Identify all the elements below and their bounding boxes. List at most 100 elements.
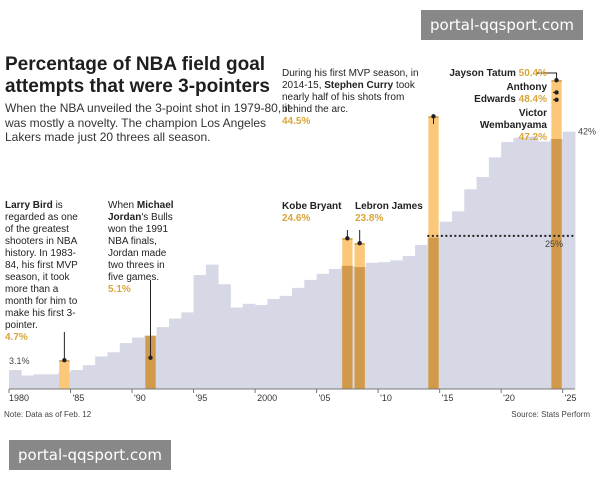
bar-1982: [33, 374, 47, 389]
highlight-bar-lower-2007: [342, 265, 353, 389]
bar-1980: [9, 370, 22, 389]
bar-1983: [45, 374, 59, 389]
annotation-jordan-text: 's Bulls won the 1991 NBA finals, Jordan…: [108, 212, 173, 283]
bar-2023: [538, 141, 551, 389]
chart-source: Source: Stats Perform: [511, 410, 590, 419]
bar-1996: [205, 264, 219, 389]
annotation-lebron-name: Lebron James: [355, 201, 423, 212]
highlight-bar-lower-1991: [145, 335, 156, 389]
bar-1990: [132, 337, 145, 389]
bar-2021: [513, 137, 527, 389]
bar-1998: [230, 307, 244, 389]
x-tick-label-2000: 2000: [257, 393, 277, 403]
start-value-label: 3.1%: [9, 356, 30, 366]
reference-label-25: 25%: [545, 239, 563, 249]
chart-note: Note: Data as of Feb. 12: [4, 410, 92, 419]
x-tick-label-2020: '20: [503, 393, 515, 403]
annotation-curry-name: Stephen Curry: [324, 80, 394, 91]
bar-2000: [255, 305, 268, 389]
leader-dot-wemby: [554, 97, 559, 102]
annotation-curry-pre: During his first MVP season, in 2014-15,: [282, 68, 419, 91]
annotation-lebron: Lebron James 23.8%: [355, 201, 425, 225]
annotation-lebron-value: 23.8%: [355, 213, 384, 224]
bar-1997: [218, 284, 231, 389]
annotation-bird-text: is regarded as one of the greatest shoot…: [5, 200, 78, 331]
bar-2004: [304, 279, 318, 389]
annotation-bird: Larry Bird is regarded as one of the gre…: [5, 200, 85, 344]
leader-dot-kobe: [345, 236, 350, 241]
highlight-bar-lower-2014: [428, 237, 439, 389]
annotation-jordan: When Michael Jordan's Bulls won the 1991…: [108, 200, 180, 296]
annotation-tatum-name: Jayson Tatum: [449, 68, 516, 79]
annotation-edwards-value: 48.4%: [518, 94, 547, 105]
chart-title: Percentage of NBA field goal attempts th…: [5, 54, 270, 97]
annotation-wemby-name1: Victor: [518, 108, 547, 119]
bar-2013: [415, 245, 428, 389]
bar-1992: [156, 327, 170, 389]
bar-2018: [476, 176, 490, 389]
leader-dot-jordan: [148, 355, 153, 360]
annotation-tatum: Jayson Tatum 50.4%: [449, 68, 547, 80]
x-tick-label-1995: '95: [196, 393, 208, 403]
x-tick-label-2010: '10: [380, 393, 392, 403]
bar-1989: [119, 343, 133, 389]
highlight-bar-1984: [59, 360, 70, 389]
annotation-wemby: Victor Wembanyama 47.2%: [480, 108, 547, 144]
bar-1999: [242, 303, 256, 389]
annotation-jordan-name: Michael Jordan: [108, 200, 174, 223]
highlight-bar-lower-2024: [551, 139, 562, 389]
annotation-kobe: Kobe Bryant 24.6%: [282, 201, 350, 225]
bar-2020: [501, 142, 514, 389]
leader-dot-lebron: [357, 240, 362, 246]
highlight-bar-lower-2008: [354, 267, 365, 389]
x-tick-label-1985: '85: [73, 393, 85, 403]
annotation-curry: During his first MVP season, in 2014-15,…: [282, 68, 420, 128]
bar-1986: [82, 365, 96, 389]
bar-2022: [525, 136, 539, 389]
bar-2010: [378, 262, 391, 389]
annotation-tatum-value: 50.4%: [518, 68, 547, 79]
bar-2011: [390, 260, 404, 389]
leader-dot-bird: [62, 358, 67, 363]
bar-2003: [292, 287, 305, 389]
bar-2012: [402, 256, 416, 389]
annotation-bird-name: Larry Bird: [5, 200, 53, 211]
annotation-kobe-value: 24.6%: [282, 213, 311, 224]
bar-2017: [464, 189, 477, 389]
watermark-top: portal-qqsport.com: [421, 10, 583, 40]
bar-2015: [439, 221, 453, 389]
bar-2001: [267, 298, 281, 389]
x-tick-label-2025: '25: [565, 393, 577, 403]
bar-1987: [95, 356, 108, 389]
reference-label-42: 42%: [578, 127, 596, 137]
bar-1994: [181, 312, 194, 389]
x-tick-label-1980: 1980: [9, 393, 29, 403]
annotation-edwards-name2: Edwards: [474, 94, 516, 105]
watermark-bottom: portal-qqsport.com: [9, 440, 171, 470]
bar-1981: [21, 375, 35, 389]
annotation-wemby-name2: Wembanyama: [479, 120, 547, 131]
bar-2025: [562, 131, 576, 389]
annotation-curry-value: 44.5%: [282, 116, 311, 127]
annotation-curry-text: took nearly half of his shots from behin…: [282, 80, 415, 115]
annotation-jordan-value: 5.1%: [108, 284, 131, 295]
leader-dot-edwards: [554, 90, 559, 95]
leader-line-tatum: [536, 72, 558, 81]
bar-2016: [451, 211, 465, 389]
bar-2002: [279, 295, 293, 389]
annotation-edwards-name1: Anthony: [506, 82, 547, 93]
annotation-edwards: Anthony Edwards 48.4%: [474, 82, 547, 106]
bar-2019: [488, 157, 502, 389]
annotation-wemby-value: 47.2%: [518, 132, 547, 143]
bar-1993: [168, 318, 182, 389]
annotation-bird-value: 4.7%: [5, 332, 28, 343]
bar-1985: [70, 370, 84, 389]
bar-1988: [107, 352, 121, 389]
x-tick-label-2005: '05: [319, 393, 331, 403]
x-tick-label-1990: '90: [134, 393, 146, 403]
chart-subtitle: When the NBA unveiled the 3-point shot i…: [5, 101, 291, 144]
annotation-kobe-name: Kobe Bryant: [282, 201, 342, 212]
leader-dot-curry: [431, 114, 436, 119]
bar-2006: [328, 268, 342, 389]
